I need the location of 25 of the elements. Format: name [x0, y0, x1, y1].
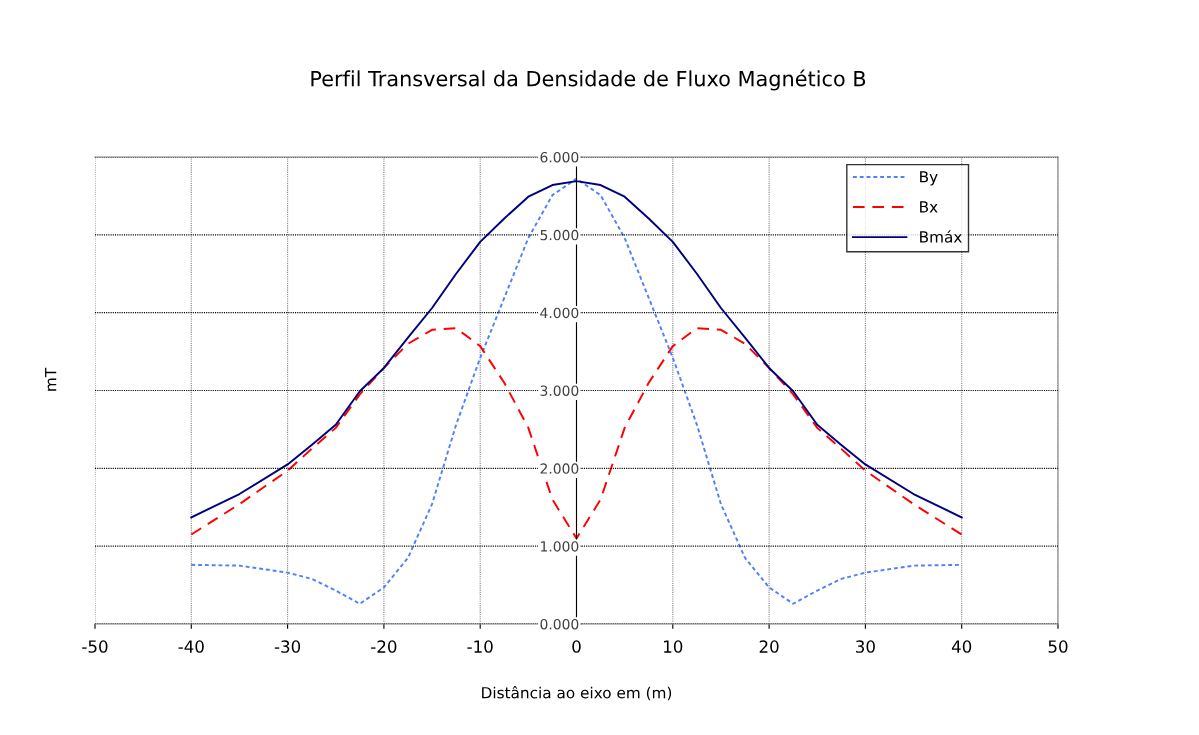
x-tick-label: 0 [572, 640, 581, 653]
y-tick-label: 0.000 [540, 618, 579, 630]
y-tick-label: 3.000 [540, 385, 579, 396]
y-axis-title: mT [45, 367, 57, 391]
y-tick-label: 1.000 [541, 541, 579, 552]
x-tick-label: 50 [1048, 640, 1068, 653]
legend-label: Bx [920, 201, 938, 213]
x-tick-label: -30 [274, 640, 301, 653]
y-tick-label: 6.000 [540, 151, 579, 163]
x-tick-label: -50 [82, 640, 108, 653]
x-tick-label: 40 [951, 640, 972, 653]
x-tick-label: 20 [759, 640, 779, 653]
x-tick-label: 10 [664, 640, 683, 653]
x-tick-label: -20 [371, 640, 397, 653]
x-axis-title: Distância ao eixo em (m) [482, 686, 672, 701]
chart-title: Perfil Transversal da Densidade de Fluxo Magnético B [311, 69, 866, 91]
line-series [190, 327, 963, 540]
x-tick-label: -10 [467, 640, 493, 653]
y-tick-label: 4.000 [540, 307, 579, 319]
legend-label: By [920, 171, 938, 186]
legend-label: Bmáx [920, 230, 962, 243]
y-tick-label: 2.000 [540, 463, 579, 474]
x-tick-label: 30 [856, 640, 875, 653]
y-tick-label: 5.000 [540, 229, 579, 241]
x-tick-label: -40 [178, 640, 204, 653]
